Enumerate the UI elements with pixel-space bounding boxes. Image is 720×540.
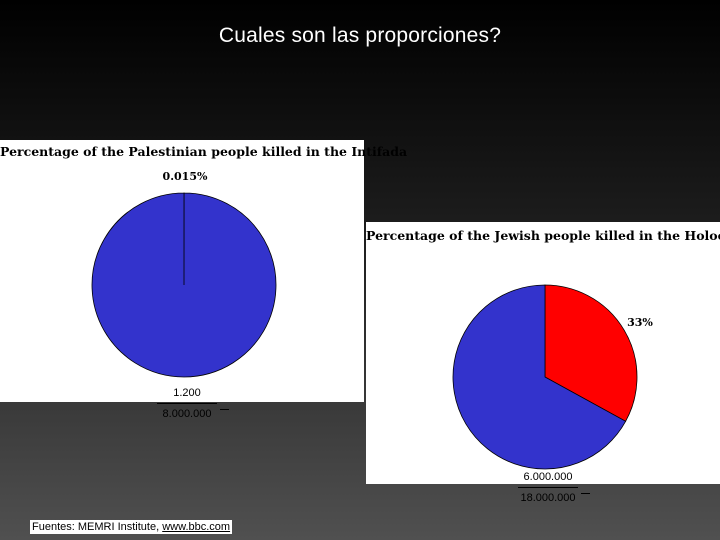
source-note: Fuentes: MEMRI Institute, www.bbc.com: [30, 520, 233, 534]
chart-title-intifada: Percentage of the Palestinian people kil…: [0, 144, 408, 159]
fraction-numerator: 6.000.000: [523, 471, 573, 483]
fraction-denominator: 18.000.000: [520, 492, 576, 504]
chart-title-holocaust: Percentage of the Jewish people killed i…: [366, 228, 720, 243]
fraction-holocaust: 6.000.000 18.000.000: [508, 471, 590, 504]
chart-panel-intifada: Percentage of the Palestinian people kil…: [0, 140, 408, 402]
pie-slice: [452, 284, 627, 470]
pie-slice: [91, 192, 277, 378]
pie-slice-label: 0.015%: [163, 170, 208, 183]
fraction-denominator: 8.000.000: [162, 408, 212, 420]
source-link[interactable]: www.bbc.com: [162, 521, 231, 533]
source-prefix: Fuentes: MEMRI Institute,: [32, 521, 163, 533]
fraction-numerator: 1.200: [173, 387, 201, 399]
pie-slice-label: 33%: [627, 316, 653, 329]
fraction-intifada: 1.200 8.000.000: [152, 387, 229, 420]
fraction-bar: [157, 403, 229, 410]
fraction-bar: [518, 487, 590, 494]
pie-slice: [544, 284, 638, 422]
pie-chart-intifada: 0.015%: [91, 170, 277, 378]
pie-chart-holocaust: 33%: [452, 284, 653, 470]
chart-panel-holocaust: Percentage of the Jewish people killed i…: [366, 222, 720, 484]
slide-title: Cuales son las proporciones?: [218, 24, 502, 47]
